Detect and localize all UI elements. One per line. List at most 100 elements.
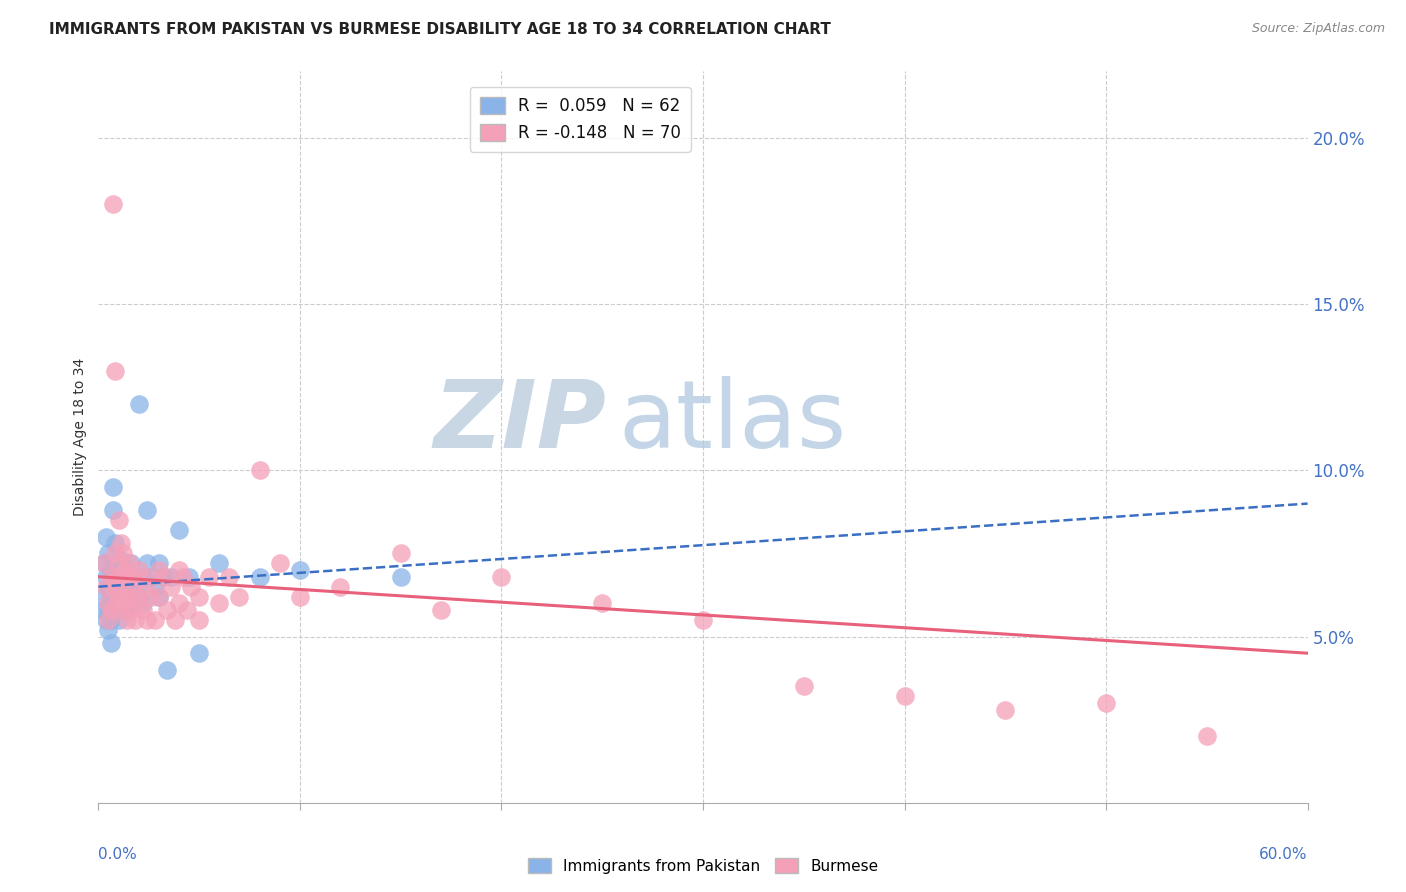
Point bbox=[97, 580, 120, 594]
Point bbox=[114, 603, 136, 617]
Point bbox=[148, 590, 170, 604]
Point bbox=[115, 570, 138, 584]
Point bbox=[101, 570, 124, 584]
Point bbox=[107, 596, 129, 610]
Point bbox=[114, 596, 136, 610]
Point bbox=[132, 570, 155, 584]
Point bbox=[139, 590, 162, 604]
Point bbox=[128, 596, 150, 610]
Text: 0.0%: 0.0% bbox=[98, 847, 138, 862]
Point bbox=[125, 580, 148, 594]
Point bbox=[101, 197, 124, 211]
Point bbox=[143, 613, 166, 627]
Point bbox=[132, 596, 155, 610]
Point bbox=[107, 613, 129, 627]
Point bbox=[124, 613, 146, 627]
Legend: R =  0.059   N = 62, R = -0.148   N = 70: R = 0.059 N = 62, R = -0.148 N = 70 bbox=[470, 87, 690, 152]
Point bbox=[249, 570, 271, 584]
Point bbox=[156, 663, 179, 677]
Point bbox=[110, 570, 132, 584]
Point bbox=[132, 603, 155, 617]
Point bbox=[124, 590, 146, 604]
Y-axis label: Disability Age 18 to 34: Disability Age 18 to 34 bbox=[73, 358, 87, 516]
Point bbox=[135, 557, 157, 571]
Text: IMMIGRANTS FROM PAKISTAN VS BURMESE DISABILITY AGE 18 TO 34 CORRELATION CHART: IMMIGRANTS FROM PAKISTAN VS BURMESE DISA… bbox=[49, 22, 831, 37]
Point bbox=[188, 613, 211, 627]
Point bbox=[118, 570, 141, 584]
Point bbox=[128, 590, 150, 604]
Point bbox=[96, 613, 118, 627]
Point bbox=[121, 570, 143, 584]
Point bbox=[163, 613, 186, 627]
Point bbox=[893, 690, 915, 704]
Point bbox=[269, 557, 291, 571]
Point bbox=[167, 523, 190, 537]
Point bbox=[111, 546, 134, 560]
Point bbox=[692, 613, 714, 627]
Point bbox=[491, 570, 513, 584]
Point bbox=[105, 557, 128, 571]
Point bbox=[128, 570, 150, 584]
Point bbox=[135, 503, 157, 517]
Point bbox=[114, 580, 136, 594]
Point bbox=[188, 590, 211, 604]
Point bbox=[176, 603, 198, 617]
Point bbox=[107, 513, 129, 527]
Point bbox=[994, 703, 1017, 717]
Point bbox=[110, 536, 132, 550]
Point bbox=[103, 546, 125, 560]
Point bbox=[101, 580, 124, 594]
Point bbox=[128, 397, 150, 411]
Point bbox=[97, 613, 120, 627]
Point bbox=[135, 580, 157, 594]
Point bbox=[156, 603, 179, 617]
Point bbox=[111, 590, 134, 604]
Point bbox=[160, 570, 183, 584]
Point bbox=[103, 603, 125, 617]
Point bbox=[148, 590, 170, 604]
Point bbox=[329, 580, 352, 594]
Point bbox=[591, 596, 613, 610]
Point bbox=[148, 557, 170, 571]
Point bbox=[101, 503, 124, 517]
Point bbox=[100, 563, 122, 577]
Point bbox=[101, 480, 124, 494]
Point bbox=[103, 580, 125, 594]
Point bbox=[180, 580, 202, 594]
Point bbox=[105, 570, 128, 584]
Point bbox=[96, 580, 118, 594]
Point bbox=[198, 570, 221, 584]
Point bbox=[152, 570, 174, 584]
Point bbox=[97, 603, 120, 617]
Point bbox=[121, 580, 143, 594]
Point bbox=[93, 557, 115, 571]
Point bbox=[107, 557, 129, 571]
Text: Source: ZipAtlas.com: Source: ZipAtlas.com bbox=[1251, 22, 1385, 36]
Point bbox=[111, 570, 134, 584]
Point bbox=[188, 646, 211, 660]
Point bbox=[228, 590, 250, 604]
Point bbox=[93, 590, 115, 604]
Point bbox=[288, 590, 311, 604]
Point bbox=[120, 603, 142, 617]
Legend: Immigrants from Pakistan, Burmese: Immigrants from Pakistan, Burmese bbox=[522, 852, 884, 880]
Point bbox=[148, 563, 170, 577]
Text: atlas: atlas bbox=[619, 376, 846, 468]
Point bbox=[105, 590, 128, 604]
Point bbox=[96, 530, 118, 544]
Point bbox=[152, 570, 174, 584]
Point bbox=[172, 570, 194, 584]
Point bbox=[208, 557, 231, 571]
Point bbox=[101, 603, 124, 617]
Point bbox=[389, 570, 412, 584]
Point bbox=[139, 570, 162, 584]
Point bbox=[107, 586, 129, 600]
Point bbox=[132, 570, 155, 584]
Point bbox=[430, 603, 453, 617]
Point bbox=[93, 603, 115, 617]
Point bbox=[249, 463, 271, 477]
Point bbox=[97, 596, 120, 610]
Point bbox=[110, 553, 132, 567]
Point bbox=[115, 590, 138, 604]
Text: ZIP: ZIP bbox=[433, 376, 606, 468]
